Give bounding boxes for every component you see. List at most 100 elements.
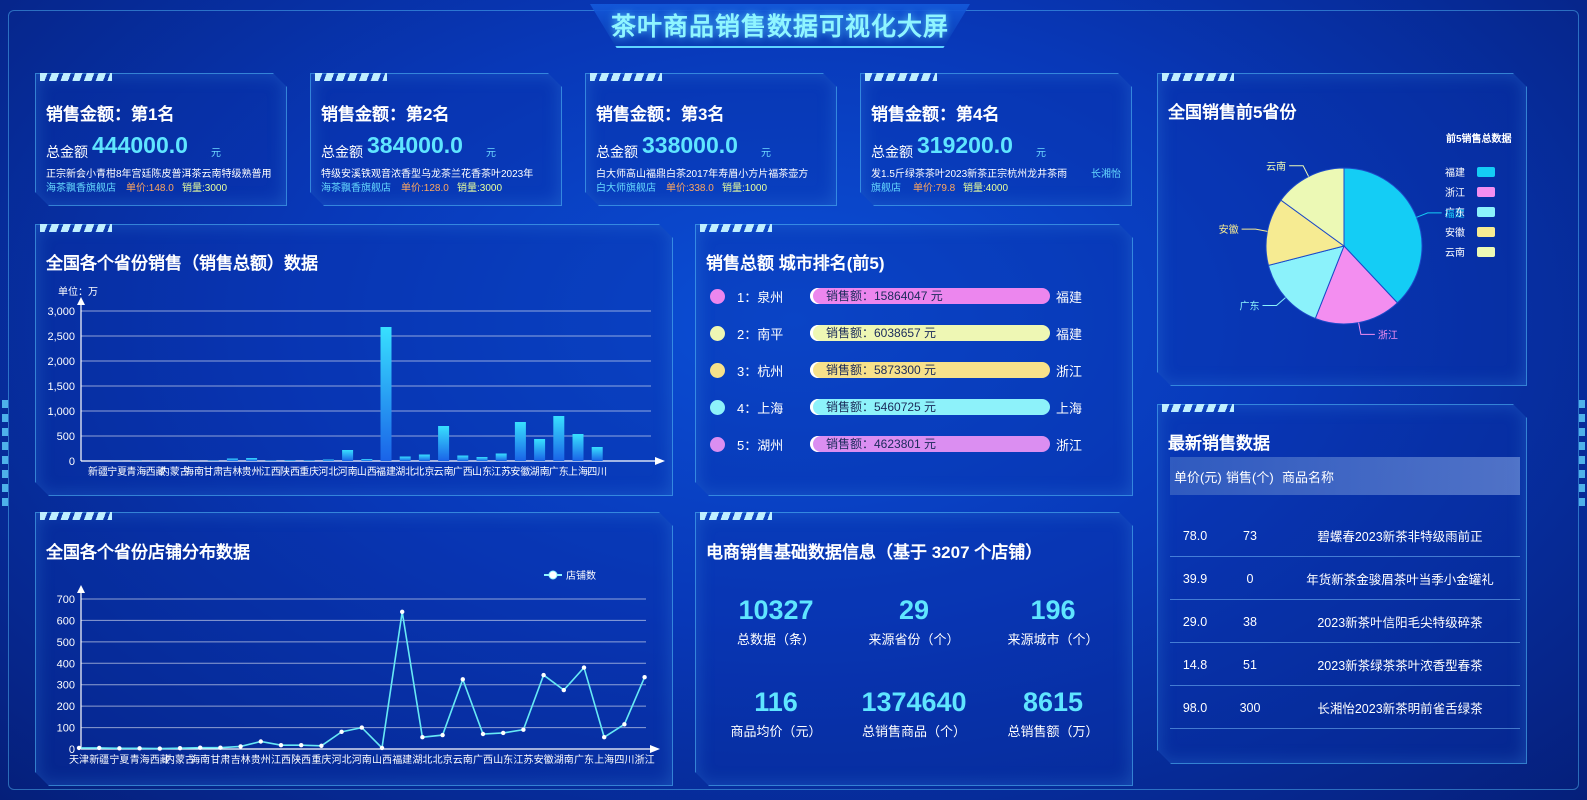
point-海南[interactable]: [198, 746, 202, 750]
point-广东[interactable]: [582, 665, 586, 669]
bar-安徽[interactable]: [515, 422, 526, 461]
y-tick-label: 3,000: [47, 306, 75, 318]
latest-sales-title: 最新销售数据: [1168, 434, 1270, 453]
city-sales-bar: 销售额：4623801 元: [810, 436, 1050, 452]
bar-北京[interactable]: [419, 455, 430, 462]
point-四川[interactable]: [622, 722, 626, 726]
pie-legend-item[interactable]: 云南: [1445, 244, 1495, 259]
point-山东[interactable]: [501, 731, 505, 735]
brand-name: 长湘怡: [1091, 169, 1121, 180]
row-product-name: 2023新茶绿茶茶叶浓香型春茶: [1317, 659, 1483, 673]
x-tick-label: 湖南: [530, 465, 550, 478]
point-江苏[interactable]: [521, 728, 525, 732]
panel-decoration: [1162, 73, 1234, 81]
total-label: 总金额: [46, 144, 88, 160]
point-吉林[interactable]: [238, 744, 242, 748]
pie-slice-label: 云南: [1266, 160, 1286, 173]
point-陕西[interactable]: [299, 743, 303, 747]
bar-河北[interactable]: [323, 460, 334, 462]
point-北京[interactable]: [440, 733, 444, 737]
point-浙江[interactable]: [642, 675, 646, 679]
pie-legend-item[interactable]: 福建: [1445, 164, 1495, 179]
table-row[interactable]: 98.0 300 长湘怡2023新茶明前雀舌绿茶: [1170, 687, 1520, 729]
table-row[interactable]: 29.0 38 2023新茶叶信阳毛尖特级碎茶: [1170, 601, 1520, 643]
bar-福建[interactable]: [381, 327, 392, 461]
x-tick-label: 浙江: [635, 754, 655, 766]
pie-legend-swatch: [1477, 167, 1495, 177]
unit-label: 元: [1036, 148, 1046, 159]
point-河北[interactable]: [339, 730, 343, 734]
bar-四川[interactable]: [592, 447, 603, 461]
bar-河南[interactable]: [342, 450, 353, 461]
unit-label: 元: [486, 148, 496, 159]
pie-slice-label: 广东: [1239, 300, 1259, 313]
point-山西[interactable]: [380, 746, 384, 750]
bar-广东[interactable]: [553, 416, 564, 461]
bar-云南[interactable]: [438, 426, 449, 461]
point-甘肃[interactable]: [218, 746, 222, 750]
x-tick-label: 甘肃: [210, 753, 230, 766]
bar-吉林[interactable]: [227, 459, 238, 462]
x-tick-label: 宁夏: [107, 465, 127, 478]
bar-山东[interactable]: [477, 457, 488, 461]
point-贵州[interactable]: [259, 739, 263, 743]
table-row[interactable]: 14.8 51 2023新茶绿茶茶叶浓香型春茶: [1170, 644, 1520, 686]
pie-legend-item[interactable]: 安徽: [1445, 224, 1495, 239]
point-江西[interactable]: [279, 743, 283, 747]
unit-price: 单价:148.0: [126, 183, 174, 194]
stat-source-cities: 196 来源城市（个）: [978, 595, 1128, 648]
x-tick-label: 云南: [434, 465, 454, 478]
point-青海[interactable]: [137, 746, 141, 750]
bar-贵州[interactable]: [246, 458, 257, 461]
pie-slice-云南[interactable]: [1281, 168, 1344, 246]
total-value: 444000.0: [92, 132, 188, 158]
x-tick-label: 山西: [372, 754, 392, 766]
point-上海[interactable]: [602, 735, 606, 739]
x-tick-label: 新疆: [89, 753, 109, 766]
row-product-name: 长湘怡2023新茶明前雀舌绿茶: [1317, 702, 1483, 716]
pie-legend-item[interactable]: 浙江: [1445, 184, 1495, 199]
point-湖北[interactable]: [420, 735, 424, 739]
row-sales: 38: [1243, 614, 1257, 629]
bar-山西[interactable]: [361, 459, 372, 461]
point-内蒙古[interactable]: [178, 746, 182, 750]
bar-湖北[interactable]: [400, 457, 411, 462]
pie-legend-item[interactable]: 广东: [1445, 204, 1495, 219]
bar-重庆[interactable]: [304, 460, 315, 461]
bar-江西[interactable]: [265, 461, 276, 462]
rank-dot: [710, 289, 725, 304]
city-rank-row: 3：杭州 销售额：5873300 元浙江: [710, 359, 1110, 381]
x-tick-label: 江西: [271, 754, 291, 766]
point-天津[interactable]: [77, 746, 81, 750]
panel-decoration: [315, 73, 387, 81]
point-湖南[interactable]: [562, 688, 566, 692]
stat-value: 116: [754, 687, 798, 717]
point-河南[interactable]: [360, 725, 364, 729]
point-广西[interactable]: [481, 732, 485, 736]
point-安徽[interactable]: [541, 673, 545, 677]
row-price: 29.0: [1182, 614, 1208, 629]
right-edge-decoration: [1579, 400, 1585, 510]
city-rank-label: 4：上海: [737, 400, 784, 416]
x-tick-label: 湖北: [395, 466, 415, 478]
point-西藏[interactable]: [158, 746, 162, 750]
bar-湖南[interactable]: [534, 439, 545, 461]
panel-decoration: [40, 512, 112, 520]
point-宁夏[interactable]: [117, 746, 121, 750]
pie-slice-安徽[interactable]: [1266, 200, 1344, 265]
bar-江苏[interactable]: [496, 454, 507, 462]
header-price: 单价(元): [1174, 469, 1222, 485]
shop-distribution-panel: 全国各个省份店铺分布数据 0 100 200 300 400 500 600 700 店铺数 天津…: [35, 512, 673, 786]
bar-上海[interactable]: [573, 434, 584, 461]
point-重庆[interactable]: [319, 744, 323, 748]
point-云南[interactable]: [461, 677, 465, 681]
table-row[interactable]: 39.9 0 年货新茶金骏眉茶叶当季小金罐礼: [1170, 558, 1520, 600]
bar-陕西[interactable]: [285, 460, 296, 461]
point-福建[interactable]: [400, 610, 404, 614]
legend-label: 店铺数: [566, 569, 596, 582]
table-row[interactable]: 78.0 73 碧螺春2023新茶非特级雨前正: [1170, 515, 1520, 557]
x-tick-label: 重庆: [311, 753, 331, 766]
city-rank-row: 5：湖州 销售额：4623801 元浙江: [710, 433, 1110, 455]
bar-广西[interactable]: [457, 456, 468, 462]
point-新疆[interactable]: [97, 746, 101, 750]
